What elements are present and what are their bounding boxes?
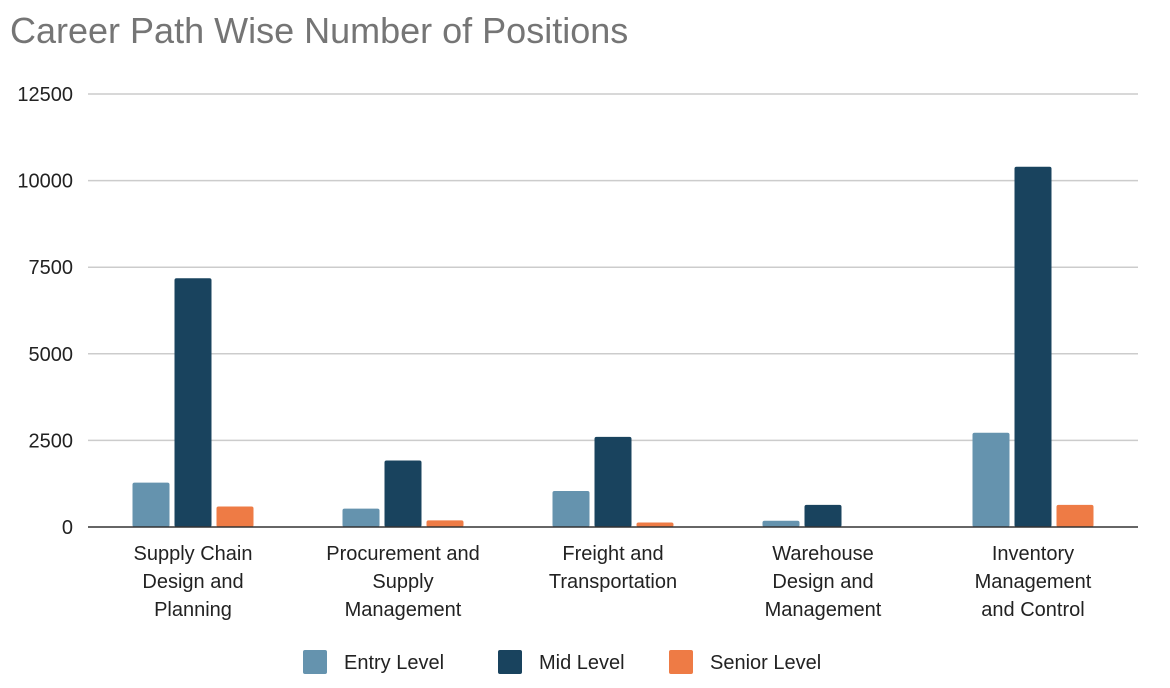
x-category-label: Supply Chain — [134, 543, 253, 565]
legend-swatch — [498, 650, 522, 674]
chart-title: Career Path Wise Number of Positions — [10, 10, 629, 51]
legend-label: Entry Level — [344, 652, 444, 674]
x-category-label: Freight and — [562, 543, 663, 565]
legend-label: Mid Level — [539, 652, 625, 674]
bar-entry-level — [342, 508, 380, 527]
x-category-label: Management — [345, 599, 462, 621]
x-category-label: Transportation — [549, 571, 677, 593]
x-category-label: Warehouse — [772, 543, 874, 565]
bar-entry-level — [132, 482, 170, 527]
y-tick-label: 12500 — [17, 84, 73, 106]
y-tick-label: 2500 — [29, 430, 74, 452]
bar-senior-level — [1056, 504, 1094, 527]
y-tick-label: 5000 — [29, 344, 74, 366]
bar-mid-level — [594, 436, 632, 527]
bar-entry-level — [972, 432, 1010, 527]
x-category-label: Design and — [772, 571, 873, 593]
legend-swatch — [669, 650, 693, 674]
x-category-label: Supply — [372, 571, 433, 593]
legend-label: Senior Level — [710, 652, 821, 674]
bar-senior-level — [426, 520, 464, 527]
x-category-label: Management — [975, 571, 1092, 593]
bar-mid-level — [804, 504, 842, 527]
bar-mid-level — [1014, 166, 1052, 527]
legend-swatch — [303, 650, 327, 674]
x-category-label: Planning — [154, 599, 232, 621]
x-category-label: Management — [765, 599, 882, 621]
y-tick-label: 7500 — [29, 257, 74, 279]
bar-entry-level — [552, 490, 590, 527]
x-category-label: Design and — [142, 571, 243, 593]
y-tick-label: 0 — [62, 517, 73, 539]
bar-mid-level — [384, 460, 422, 527]
x-category-label: and Control — [981, 599, 1084, 621]
bar-mid-level — [174, 278, 212, 527]
bar-senior-level — [216, 506, 254, 527]
bar-entry-level — [762, 520, 800, 527]
x-category-label: Inventory — [992, 543, 1074, 565]
x-category-label: Procurement and — [326, 543, 479, 565]
bar-senior-level — [636, 522, 674, 527]
y-tick-label: 10000 — [17, 171, 73, 193]
